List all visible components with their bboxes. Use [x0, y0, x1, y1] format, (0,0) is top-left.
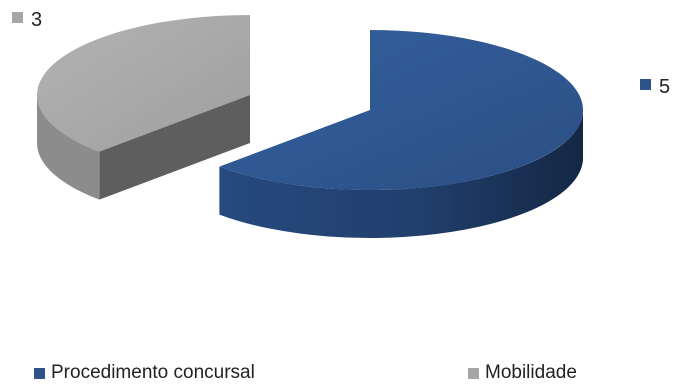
- data-label-mobilidade: 3: [12, 9, 42, 31]
- data-label-mobilidade-value: 3: [31, 9, 42, 31]
- pie-slice-procedimento-concursal-top: [219, 30, 583, 190]
- pie-slice-mobilidade-top: [36, 15, 250, 152]
- pie-slice-procedimento-concursal: [219, 30, 583, 239]
- legend-item-procedimento-concursal: Procedimento concursal: [34, 362, 255, 384]
- pie-slice-mobilidade-side: [37, 95, 100, 200]
- chart-legend: Procedimento concursal Mobilidade: [0, 362, 678, 390]
- pie-slice-mobilidade-cut-face: [99, 95, 250, 200]
- pie-slice-mobilidade: [36, 15, 250, 200]
- pie-slice-procedimento-concursal-side: [219, 110, 583, 239]
- legend-label-procedimento-concursal: Procedimento concursal: [51, 362, 255, 383]
- data-label-procedimento-concursal-swatch: [640, 79, 651, 90]
- legend-swatch-procedimento-concursal: [34, 367, 45, 379]
- legend-label-mobilidade: Mobilidade: [485, 362, 577, 383]
- data-label-procedimento-concursal: 5: [640, 76, 670, 98]
- data-label-procedimento-concursal-value: 5: [659, 76, 670, 98]
- legend-item-mobilidade: Mobilidade: [468, 362, 577, 384]
- legend-swatch-mobilidade: [468, 367, 479, 379]
- data-label-mobilidade-swatch: [12, 12, 23, 23]
